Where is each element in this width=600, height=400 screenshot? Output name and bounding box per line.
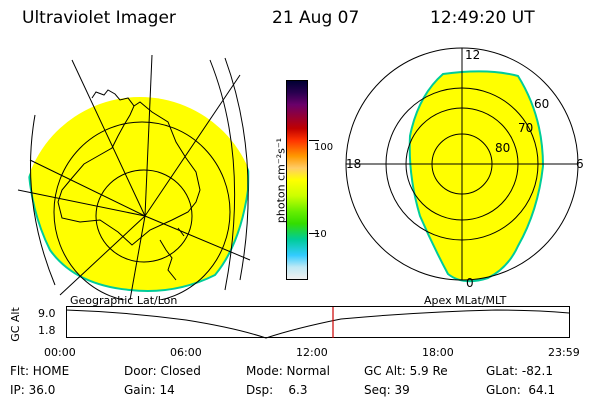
xtick-2359: 23:59 (548, 346, 580, 359)
info-mode: Mode: Normal (246, 364, 330, 378)
xtick-1800: 18:00 (422, 346, 454, 359)
colorbar-unit-label: photon cm⁻²s⁻¹ (274, 137, 288, 224)
alt-plot-ytick-min: 1.8 (38, 324, 56, 337)
outer-arc-1 (209, 59, 236, 291)
mlat-label-60: 60 (534, 97, 549, 111)
xtick-1200: 12:00 (296, 346, 328, 359)
altitude-curve (66, 309, 570, 339)
mlt-label-12: 12 (465, 48, 480, 62)
alt-plot-ylabel: GC Alt (8, 307, 22, 342)
outer-arc-2 (224, 57, 249, 281)
info-glon: GLon: 64.1 (486, 383, 556, 397)
polar-emission-region (408, 70, 545, 283)
meridian-7 (59, 215, 146, 296)
time-label: 12:49:20 UT (430, 8, 535, 28)
lat-circle-mid (53, 121, 231, 300)
geographic-map (17, 54, 251, 300)
meridian-6 (129, 215, 146, 300)
info-flt: Flt: HOME (10, 364, 70, 378)
polar-arc-feature (467, 259, 495, 271)
mlt-label-18: 18 (346, 157, 361, 171)
colorbar-label-100: 100 (314, 142, 334, 153)
info-gain: Gain: 14 (124, 383, 175, 397)
alt-plot-ytick-max: 9.0 (38, 307, 56, 320)
meridian-5 (144, 215, 251, 261)
colorbar-label-10: 10 (314, 229, 327, 240)
instrument-title: Ultraviolet Imager (22, 8, 176, 28)
mlat-label-80: 80 (495, 141, 510, 155)
info-dsp: Dsp: 6.3 (246, 383, 308, 397)
colorbar-tick-100 (309, 140, 319, 141)
mlt-label-0: 0 (466, 276, 474, 290)
polar-map-caption: Apex MLat/MLT (424, 294, 507, 307)
mlat-label-70: 70 (518, 121, 533, 135)
outer-arc-3 (30, 114, 56, 286)
lat-circle-inner (95, 169, 193, 263)
xtick-0600: 06:00 (170, 346, 202, 359)
meridian-3 (17, 189, 146, 217)
meridian-2 (29, 159, 146, 217)
info-glat: GLat: -82.1 (486, 364, 553, 378)
colorbar-tick-10 (309, 233, 319, 234)
polar-map: 12 18 6 0 60 70 80 (345, 47, 584, 290)
info-gc-alt: GC Alt: 5.9 Re (364, 364, 448, 378)
meridian-4 (144, 74, 241, 217)
date-label: 21 Aug 07 (272, 8, 360, 28)
meridian-1 (71, 59, 146, 217)
colorbar (286, 80, 308, 280)
meridian-8 (144, 54, 153, 217)
coastline-islands (159, 227, 185, 281)
coastline (57, 89, 201, 246)
info-seq: Seq: 39 (364, 383, 410, 397)
geo-map-caption: Geographic Lat/Lon (70, 294, 178, 307)
info-ip: IP: 36.0 (10, 383, 56, 397)
xtick-0000: 00:00 (44, 346, 76, 359)
mlt-label-6: 6 (576, 157, 584, 171)
altitude-plot (66, 306, 570, 339)
info-door: Door: Closed (124, 364, 201, 378)
